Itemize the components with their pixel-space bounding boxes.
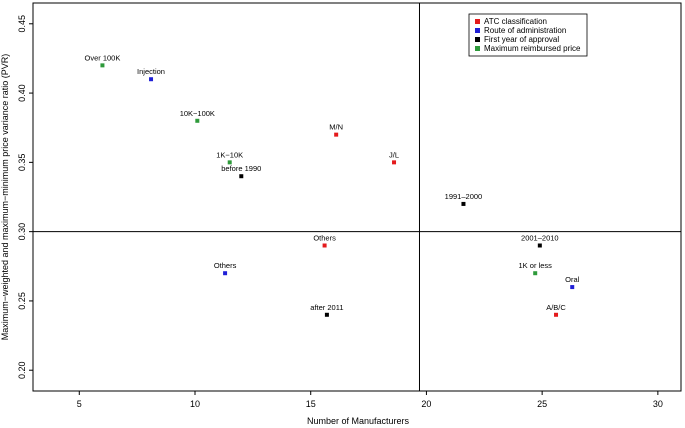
data-point-label: Injection [137,67,165,76]
data-point [239,174,244,179]
plot-frame [32,2,682,392]
legend-entry: ATC classification [484,17,547,26]
legend-box [468,13,588,57]
data-point-label: 1K−10K [216,150,243,159]
data-point-label: 1K or less [519,261,553,270]
legend-entry: Route of administration [484,26,566,35]
y-tick-label: 0.20 [17,361,27,379]
data-point [533,271,538,276]
data-point [223,271,228,276]
x-tick-label: 30 [653,399,663,409]
data-point-label: M/N [329,123,343,132]
data-point [570,285,575,290]
y-tick-label: 0.25 [17,292,27,310]
legend-entry: First year of approval [484,35,559,44]
x-tick-label: 15 [306,399,316,409]
data-point-label: J/L [389,150,399,159]
x-tick-label: 10 [190,399,200,409]
data-point [322,243,327,248]
y-tick-label: 0.35 [17,154,27,172]
y-axis: 0.20 0.25 0.30 0.35 0.40 0.45 [17,15,33,379]
data-point [461,201,466,206]
x-tick-label: 20 [421,399,431,409]
data-point [392,160,397,165]
x-axis: 5 10 15 20 25 30 [77,391,663,409]
data-points: M/N J/L Others A/B/C Injection Others Oral befo… [84,53,580,317]
data-point [537,243,542,248]
x-tick-label: 5 [77,399,82,409]
legend-swatch [475,28,480,33]
data-point-label: Others [214,261,237,270]
data-point [554,312,559,317]
data-point [324,312,329,317]
y-tick-label: 0.45 [17,15,27,33]
data-point-label: Others [313,234,336,243]
legend-entry: Maximum reimbursed price [484,44,581,53]
legend-swatch [475,19,480,24]
legend-swatch [475,46,480,51]
data-point-label: Oral [565,275,580,284]
data-point [149,77,154,82]
x-tick-label: 25 [537,399,547,409]
data-point [334,132,339,137]
data-point [100,63,105,68]
data-point-label: 1991–2000 [445,192,483,201]
reference-lines [33,3,681,391]
data-point-label: after 2011 [310,303,343,312]
legend-swatch [475,37,480,42]
data-point-label: 2001–2010 [521,234,559,243]
data-point [195,118,200,123]
y-axis-title: Maximum−weighted and maximum−minimum pri… [0,54,10,341]
data-point-label: A/B/C [546,303,566,312]
data-point-label: before 1990 [221,164,261,173]
y-tick-label: 0.40 [17,84,27,102]
x-axis-title: Number of Manufacturers [307,416,410,426]
data-point-label: Over 100K [84,53,120,62]
y-tick-label: 0.30 [17,223,27,241]
data-point [227,160,232,165]
data-point-label: 10K−100K [180,109,215,118]
